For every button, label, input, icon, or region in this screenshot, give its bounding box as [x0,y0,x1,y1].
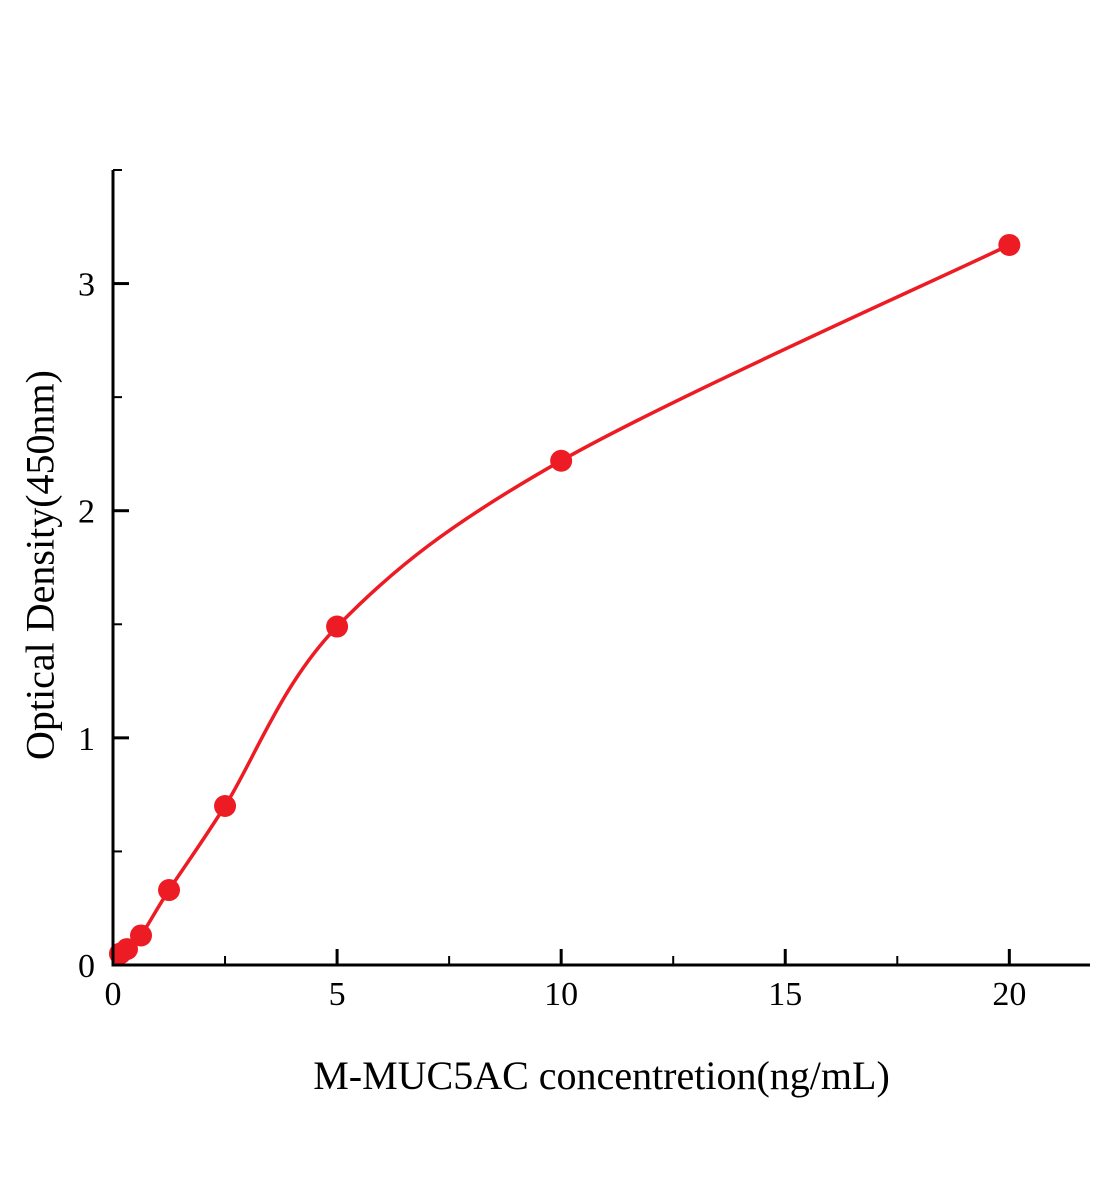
x-tick-label: 20 [992,976,1026,1013]
y-tick-label: 2 [78,494,95,531]
data-point [158,879,181,902]
x-tick-label: 10 [544,976,578,1013]
x-axis-title: M-MUC5AC concentretion(ng/mL) [313,1053,890,1098]
data-point [116,938,139,961]
data-point [326,615,349,638]
y-tick-label: 1 [78,721,95,758]
y-tick-label: 0 [78,948,95,985]
fit-curve [119,243,1011,956]
data-point [998,233,1021,256]
x-tick-label: 15 [768,976,802,1013]
x-tick-label: 5 [329,976,346,1013]
x-tick-label: 0 [105,976,122,1013]
y-axis-title: Optical Density(450nm) [17,370,63,760]
data-point [550,449,573,472]
data-point [130,924,153,947]
y-tick-label: 3 [78,267,95,304]
data-point [214,795,237,817]
